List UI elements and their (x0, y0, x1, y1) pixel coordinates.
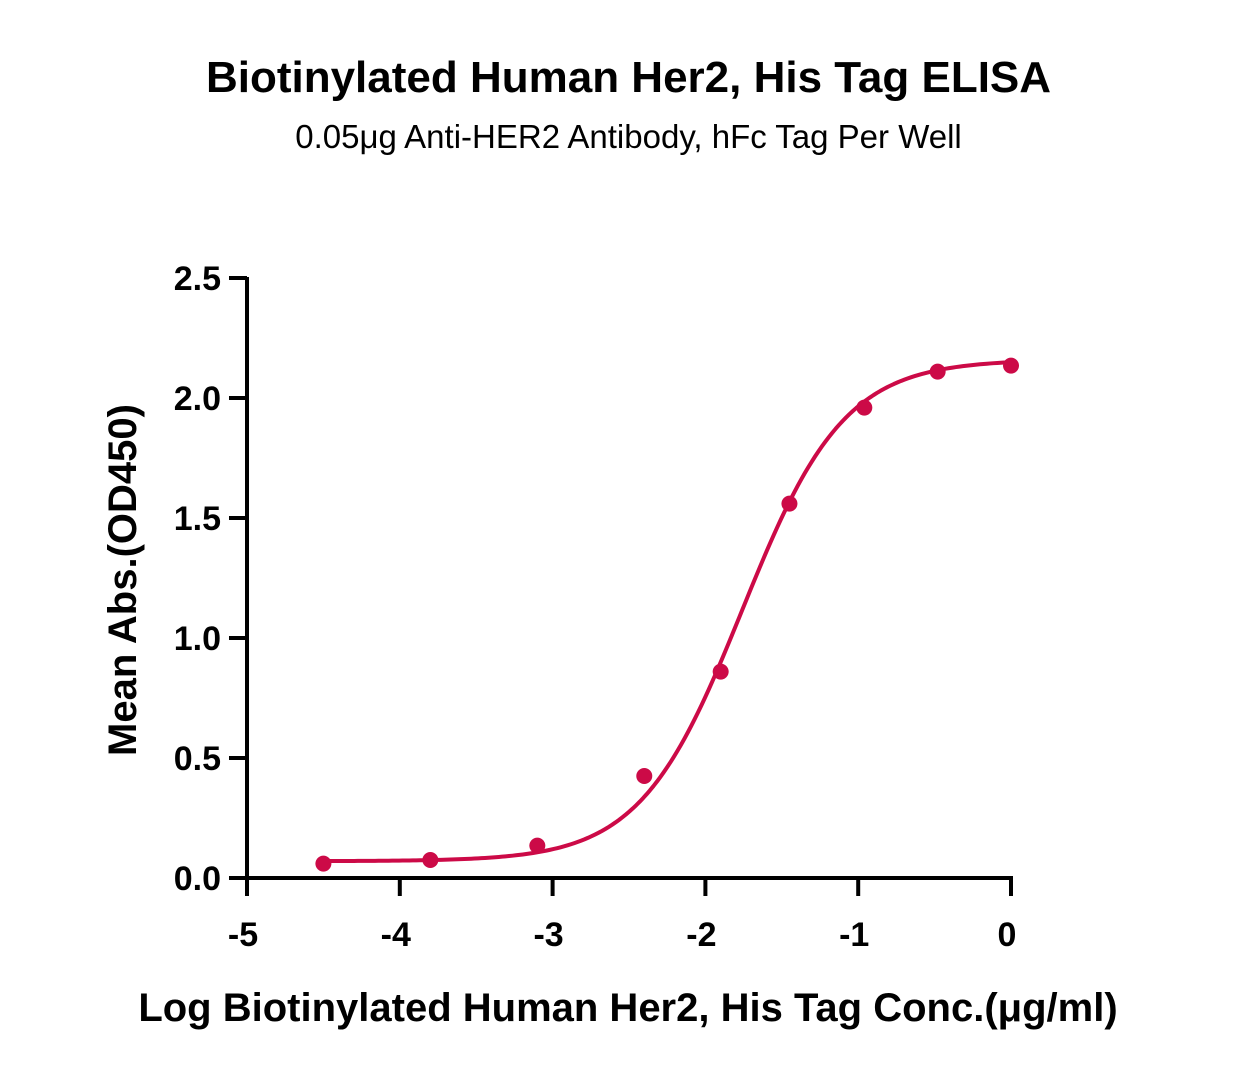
x-tick-label: -1 (839, 916, 869, 954)
x-axis-title: Log Biotinylated Human Her2, His Tag Con… (138, 986, 1117, 1030)
y-tick-label: 2.0 (174, 380, 221, 418)
data-point (712, 663, 729, 680)
data-point (856, 399, 873, 416)
y-tick-label: 1.0 (174, 620, 221, 658)
data-point (781, 495, 798, 512)
y-tick-label: 0.5 (174, 740, 221, 778)
fit-curve-group (323, 360, 1012, 864)
x-tick-label: -2 (686, 916, 716, 954)
x-tick-label: -5 (228, 916, 258, 954)
x-tick-label: 0 (998, 916, 1017, 954)
data-point (929, 363, 946, 380)
y-tick-label: 1.5 (174, 500, 221, 538)
chart-title: Biotinylated Human Her2, His Tag ELISA (205, 53, 1052, 102)
data-point (636, 768, 653, 784)
x-tick-label: -3 (533, 916, 563, 954)
data-point (529, 837, 546, 854)
y-axis-title: Mean Abs.(OD450) (101, 404, 145, 756)
data-point (315, 855, 332, 872)
x-tick-label: -4 (381, 916, 411, 954)
data-point (1003, 357, 1019, 374)
y-tick-label: 0.0 (174, 860, 221, 898)
data-points (315, 357, 1019, 872)
axes: 0.0 0.5 1.0 1.5 2.0 2.5 -5 -4 -3 -2 -1 0 (174, 260, 1017, 954)
chart-subtitle: 0.05μg Anti-HER2 Antibody, hFc Tag Per W… (295, 118, 962, 155)
data-point (422, 852, 439, 868)
fit-curve (323, 360, 1012, 864)
y-tick-label: 2.5 (174, 260, 221, 298)
